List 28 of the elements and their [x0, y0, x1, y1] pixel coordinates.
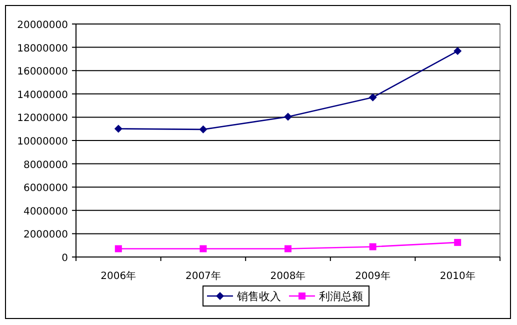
point: [284, 112, 292, 121]
point: [369, 243, 376, 250]
y-tick-label: 8000000: [23, 160, 68, 171]
point: [454, 47, 462, 56]
y-tick-label: 4000000: [23, 206, 68, 218]
y-tick-label: 12000000: [17, 113, 68, 124]
y-tick-label: 18000000: [17, 43, 68, 54]
y-tick-label: 6000000: [23, 183, 68, 194]
x-tick-label: 2010年: [440, 270, 476, 282]
point: [114, 124, 122, 133]
y-tick-label: 0: [62, 253, 68, 264]
point: [284, 245, 292, 252]
y-tick-label: 14000000: [17, 90, 68, 101]
x-tick-label: 2008年: [270, 270, 306, 282]
legend-label: 销售收入: [236, 290, 281, 303]
legend-label: 利润总额: [319, 290, 363, 303]
x-tick-label: 2006年: [100, 270, 136, 282]
y-tick-label: 2000000: [23, 230, 68, 241]
point: [114, 245, 122, 252]
x-tick-label: 2009年: [355, 270, 391, 282]
y-tick-label: 10000000: [17, 136, 68, 148]
point: [454, 238, 462, 246]
y-tick-label: 20000000: [17, 20, 68, 31]
x-tick-label: 2007年: [185, 270, 221, 282]
y-tick-label: 16000000: [17, 66, 68, 78]
point: [368, 93, 377, 102]
point: [199, 125, 208, 134]
point: [200, 245, 207, 252]
